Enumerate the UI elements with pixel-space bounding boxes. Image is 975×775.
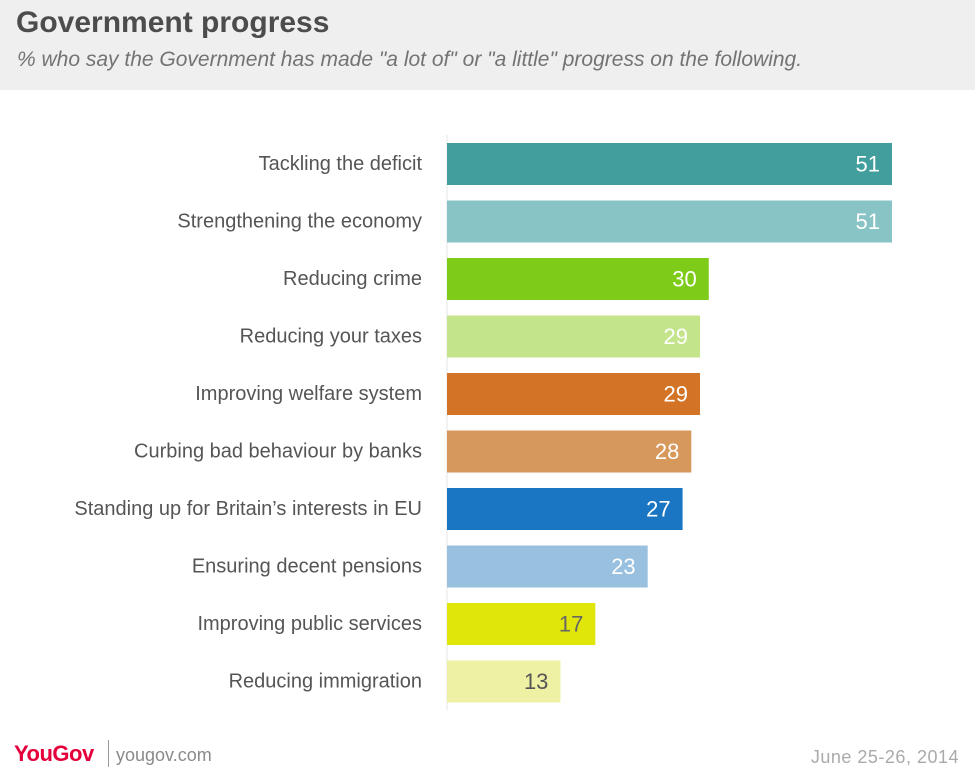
bar: [447, 430, 692, 473]
bar: [447, 488, 683, 530]
footer-date: June 25-26, 2014: [810, 747, 959, 767]
category-label: Curbing bad behaviour by banks: [134, 441, 422, 463]
data-label: 51: [856, 152, 880, 177]
bar: [447, 545, 648, 588]
data-label: 29: [664, 382, 688, 407]
bar: [447, 200, 892, 243]
category-label: Reducing your taxes: [240, 326, 422, 348]
chart-subtitle: % who say the Government has made "a lot…: [17, 48, 803, 71]
data-label: 51: [856, 209, 880, 234]
category-label: Improving welfare system: [195, 383, 422, 405]
chart-header: Government progress % who say the Govern…: [0, 0, 975, 90]
data-label: 28: [655, 439, 679, 464]
data-label: 27: [646, 497, 670, 522]
category-label: Strengthening the economy: [177, 211, 422, 233]
data-label: 17: [559, 612, 583, 637]
bar: [447, 603, 596, 645]
category-label: Improving public services: [197, 613, 422, 635]
data-label: 30: [672, 267, 696, 292]
bar: [447, 315, 701, 358]
bar: [447, 258, 709, 300]
data-label: 23: [611, 554, 635, 579]
category-label: Ensuring decent pensions: [192, 556, 422, 578]
category-label: Standing up for Britain’s interests in E…: [74, 498, 422, 520]
footer-divider: [108, 740, 109, 767]
data-label: 13: [524, 669, 548, 694]
bar: [447, 373, 701, 415]
category-label: Tackling the deficit: [259, 153, 423, 175]
category-label: Reducing immigration: [229, 671, 422, 693]
category-label: Reducing crime: [283, 268, 422, 290]
bar-chart: Tackling the deficit 51 Strengthening the …: [74, 135, 892, 711]
chart-title: Government progress: [16, 6, 330, 39]
data-label: 29: [664, 324, 688, 349]
bar: [447, 143, 892, 185]
yougov-logo: YouGov: [14, 741, 94, 766]
bar: [447, 660, 561, 703]
footer-site-link[interactable]: yougov.com: [116, 745, 212, 765]
